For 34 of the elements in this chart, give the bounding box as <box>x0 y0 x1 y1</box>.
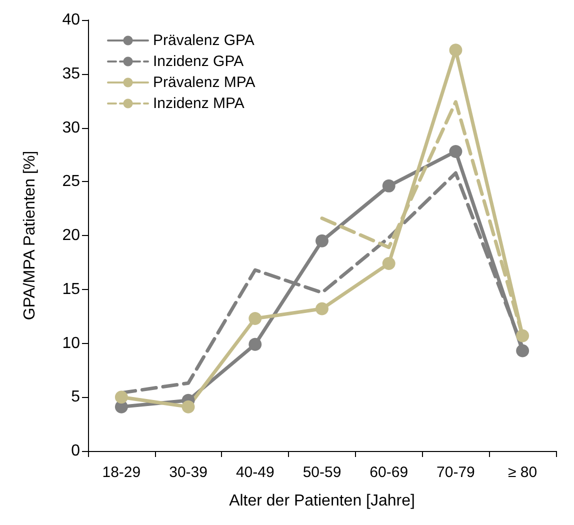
point <box>516 329 530 342</box>
y-tick-label: 5 <box>71 388 80 406</box>
x-tick-label: ≥ 80 <box>508 464 538 481</box>
point <box>248 338 262 351</box>
x-tick-label: 60-69 <box>370 464 408 481</box>
point <box>248 312 262 325</box>
y-tick-label: 20 <box>62 227 80 244</box>
x-tick-label: 30-39 <box>169 464 208 481</box>
legend-label: Inzidenz MPA <box>153 95 244 112</box>
y-axis-title: GPA/MPA Patienten [%] <box>22 150 38 320</box>
x-axis-title: Alter der Patienten [Jahre] <box>229 492 415 510</box>
point <box>449 44 462 57</box>
x-tick-label: 40-49 <box>236 464 274 481</box>
point <box>382 179 396 192</box>
y-tick-label: 25 <box>62 173 80 190</box>
y-tick-label: 40 <box>62 12 80 28</box>
x-tick-label: 50-59 <box>302 464 342 481</box>
y-tick-label: 10 <box>62 334 80 352</box>
point <box>316 234 328 248</box>
point <box>449 144 462 158</box>
point <box>114 390 128 404</box>
y-tick-label: 0 <box>71 442 80 460</box>
point <box>382 257 396 270</box>
y-tick-label: 30 <box>62 119 80 136</box>
legend-label: Prävalenz GPA <box>153 32 254 49</box>
legend-label: Prävalenz MPA <box>153 74 256 91</box>
y-tick-label: 35 <box>62 65 80 82</box>
y-tick-label: 15 <box>62 280 80 298</box>
x-tick-label: 70-79 <box>436 464 475 481</box>
point <box>516 344 530 358</box>
x-tick-label: 18-29 <box>102 464 141 481</box>
point <box>316 302 328 316</box>
point <box>182 400 195 414</box>
legend-label: Inzidenz GPA <box>153 53 244 70</box>
